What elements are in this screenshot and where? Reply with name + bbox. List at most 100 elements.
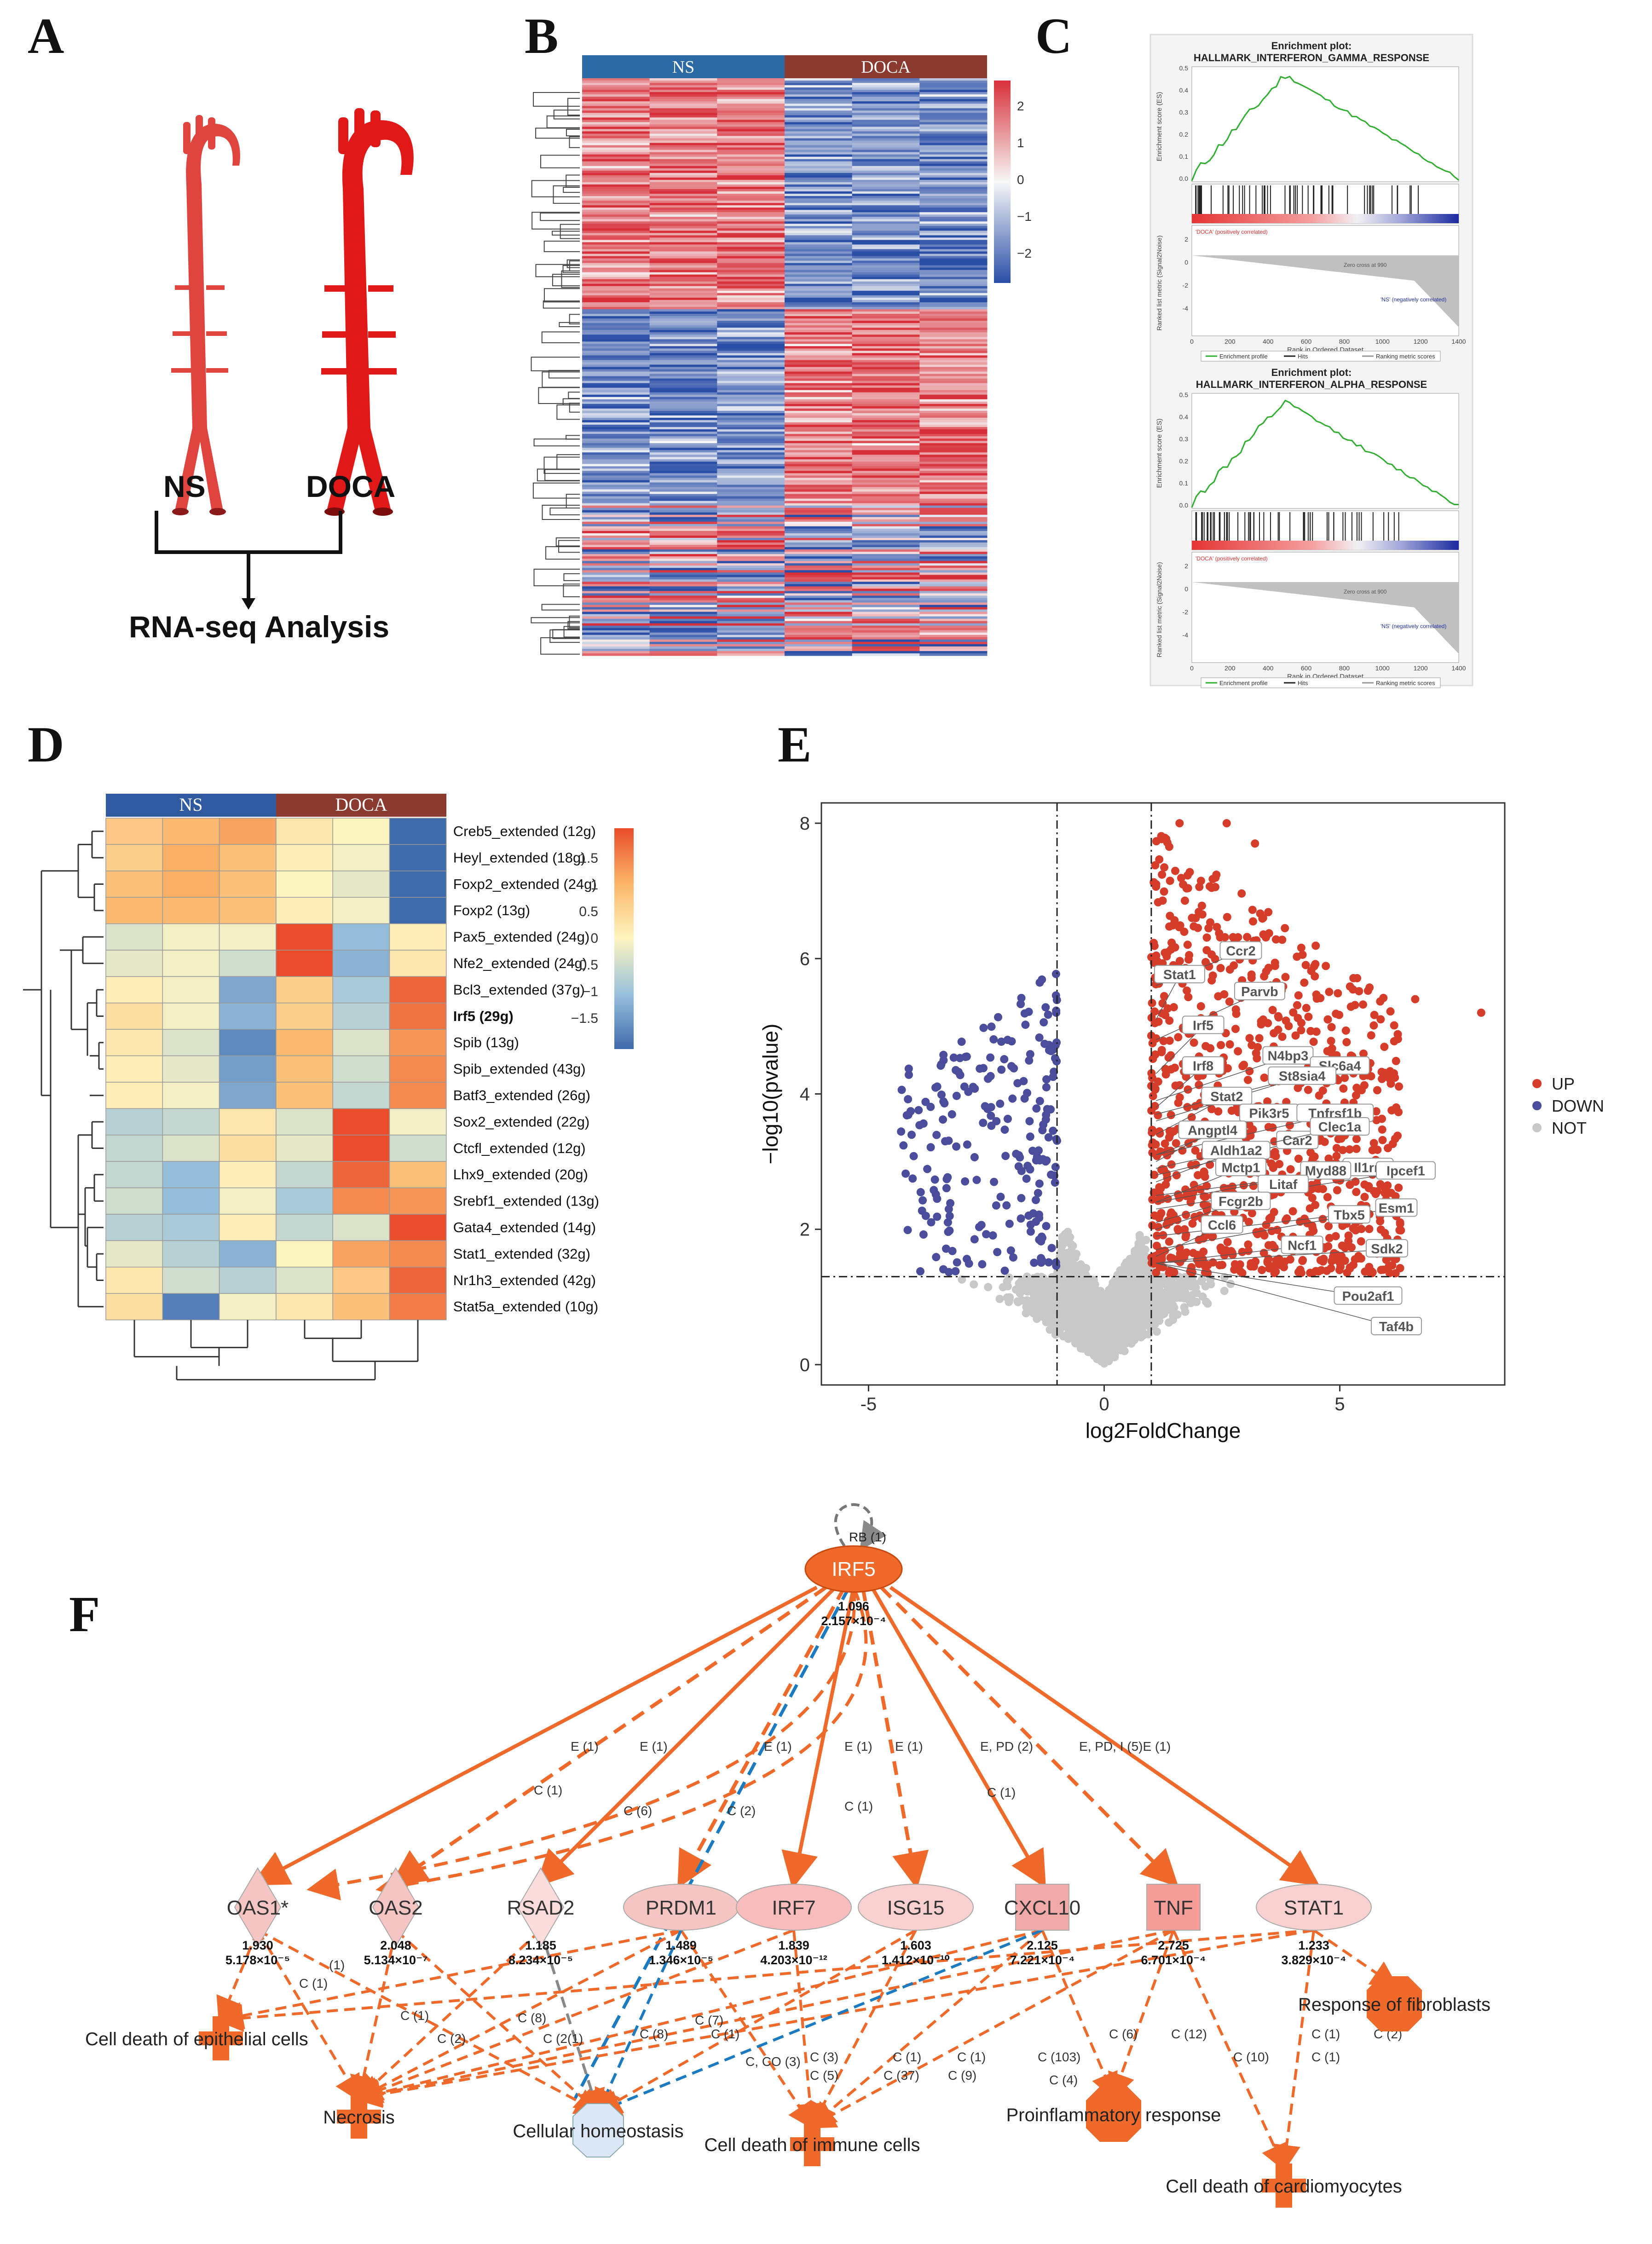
heatmap-b-cell bbox=[582, 272, 650, 275]
heatmap-b-cell bbox=[785, 210, 853, 213]
heatmap-b-cell bbox=[649, 526, 717, 529]
scale-d-tick: 1 bbox=[590, 877, 598, 893]
heatmap-b-cell bbox=[785, 434, 853, 437]
heatmap-b-cell bbox=[919, 353, 988, 356]
volcano-point-up bbox=[1197, 901, 1206, 910]
heatmap-b-cell bbox=[582, 341, 650, 344]
heatmap-b-cell bbox=[785, 436, 853, 439]
heatmap-b-cell bbox=[852, 237, 920, 240]
volcano-point-up bbox=[1231, 1025, 1240, 1033]
heatmap-d-row-label: Spib_extended (43g) bbox=[453, 1061, 586, 1077]
heatmap-b-cell bbox=[919, 133, 988, 136]
volcano-point-not bbox=[1029, 1306, 1038, 1315]
heatmap-b-cell bbox=[717, 501, 785, 504]
heatmap-b-cell bbox=[785, 85, 853, 88]
heatmap-b-cell bbox=[582, 517, 650, 520]
heatmap-b-cell bbox=[852, 182, 920, 185]
volcano-point-down bbox=[1035, 1096, 1044, 1105]
heatmap-b-cell bbox=[582, 247, 650, 249]
heatmap-b-cell bbox=[919, 290, 988, 294]
volcano-point-not bbox=[1067, 1275, 1076, 1284]
heatmap-b-cell bbox=[919, 283, 988, 287]
heatmap-b-cell bbox=[852, 498, 920, 502]
heatmap-b-cell bbox=[582, 133, 650, 136]
heatmap-b-cell bbox=[717, 221, 785, 224]
heatmap-b-cell bbox=[919, 115, 988, 118]
heatmap-b-cell bbox=[785, 533, 853, 536]
heatmap-b-cell bbox=[852, 461, 920, 464]
heatmap-d-cell bbox=[162, 1082, 220, 1109]
heatmap-b-cell bbox=[919, 563, 988, 566]
volcano-point-down bbox=[916, 1267, 924, 1276]
heatmap-b-cell bbox=[852, 408, 920, 411]
heatmap-b-cell bbox=[919, 335, 988, 337]
heatmap-b-cell bbox=[919, 136, 988, 139]
heatmap-b-cell bbox=[717, 374, 785, 377]
gsea-ytick: 0.2 bbox=[1179, 131, 1189, 138]
heatmap-b-cell bbox=[852, 554, 920, 557]
heatmap-b-cell bbox=[919, 628, 988, 631]
heatmap-b-cell bbox=[649, 221, 717, 224]
heatmap-b-cell bbox=[785, 353, 853, 356]
heatmap-b-cell bbox=[649, 438, 717, 441]
heatmap-b-cell bbox=[649, 605, 717, 608]
heatmap-b-cell bbox=[785, 115, 853, 118]
heatmap-b-cell bbox=[582, 577, 650, 580]
heatmap-b-cell bbox=[582, 156, 650, 160]
heatmap-b-cell bbox=[852, 387, 920, 391]
heatmap-b-cell bbox=[649, 267, 717, 271]
heatmap-b-cell bbox=[717, 401, 785, 404]
heatmap-b-cell bbox=[582, 549, 650, 552]
volcano-point-down bbox=[1038, 1256, 1046, 1265]
heatmap-b-cell bbox=[785, 468, 853, 471]
heatmap-b-cell bbox=[582, 184, 650, 187]
heatmap-b-cell bbox=[582, 609, 650, 612]
heatmap-b-cell bbox=[582, 260, 650, 264]
heatmap-b-cell bbox=[717, 110, 785, 113]
heatmap-b-cell bbox=[649, 480, 717, 483]
heatmap-b-cell bbox=[785, 438, 853, 441]
volcano-point-down bbox=[997, 1037, 1006, 1046]
heatmap-b-cell bbox=[852, 235, 920, 238]
heatmap-b-cell bbox=[852, 556, 920, 559]
heatmap-b-cell bbox=[785, 591, 853, 594]
heatmap-b-cell bbox=[919, 621, 988, 624]
heatmap-b-cell bbox=[785, 443, 853, 446]
heatmap-d-cell bbox=[332, 844, 390, 871]
heatmap-b-cell bbox=[785, 641, 853, 645]
heatmap-b-cell bbox=[919, 485, 988, 488]
gsea-ytick: 0.0 bbox=[1179, 175, 1189, 182]
heatmap-b-cell bbox=[582, 413, 650, 416]
heatmap-b-cell bbox=[717, 478, 785, 480]
heatmap-b-cell bbox=[919, 461, 988, 464]
heatmap-b-cell bbox=[649, 81, 717, 83]
heatmap-b-cell bbox=[717, 104, 785, 106]
heatmap-b-cell bbox=[852, 332, 920, 335]
heatmap-b-cell bbox=[785, 306, 853, 310]
volcano-point-not bbox=[1022, 1296, 1031, 1305]
volcano-point-not bbox=[1166, 1298, 1175, 1306]
heatmap-b-cell bbox=[717, 309, 785, 312]
heatmap-b-cell bbox=[582, 314, 650, 317]
heatmap-b-cell bbox=[919, 156, 988, 160]
heatmap-b-cell bbox=[649, 281, 717, 284]
heatmap-b-cell bbox=[582, 568, 650, 571]
volcano-point-down bbox=[1035, 1213, 1044, 1222]
heatmap-d-cell bbox=[105, 1187, 163, 1215]
heatmap-b-cell bbox=[919, 367, 988, 370]
heatmap-b-cell bbox=[919, 177, 988, 180]
heatmap-b-cell bbox=[717, 203, 785, 206]
heatmap-b-cell bbox=[785, 618, 853, 622]
heatmap-d-cell bbox=[389, 1240, 447, 1268]
scale-b-tick: −2 bbox=[1017, 246, 1032, 260]
heatmap-b-cell bbox=[717, 441, 785, 444]
heatmap-b-cell bbox=[582, 274, 650, 277]
heatmap-b-cell bbox=[785, 646, 853, 649]
heatmap-d-cell bbox=[389, 1003, 447, 1030]
heatmap-b-cell bbox=[582, 150, 650, 153]
heatmap-b-cell bbox=[785, 480, 853, 483]
heatmap-b-cell bbox=[852, 648, 920, 652]
heatmap-b-cell bbox=[785, 537, 853, 541]
volcano-point-not bbox=[1071, 1323, 1080, 1332]
heatmap-b-cell bbox=[852, 249, 920, 252]
